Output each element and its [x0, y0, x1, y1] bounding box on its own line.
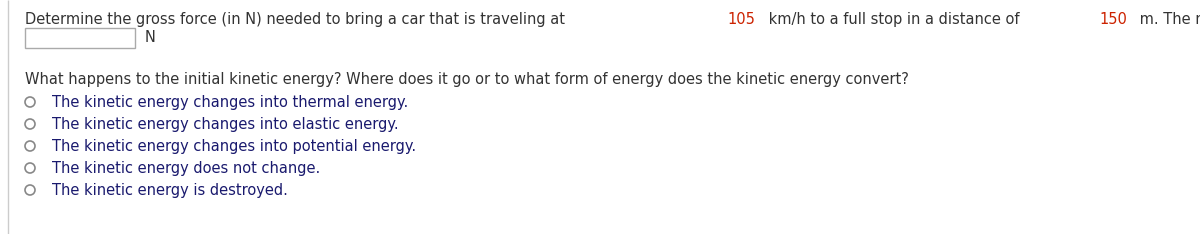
Text: The kinetic energy is destroyed.: The kinetic energy is destroyed.: [52, 183, 288, 198]
Text: The kinetic energy does not change.: The kinetic energy does not change.: [52, 161, 320, 176]
Text: Determine the gross force (in N) needed to bring a car that is traveling at: Determine the gross force (in N) needed …: [25, 12, 570, 27]
Text: km/h to a full stop in a distance of: km/h to a full stop in a distance of: [763, 12, 1024, 27]
Text: N: N: [145, 30, 156, 45]
Text: The kinetic energy changes into potential energy.: The kinetic energy changes into potentia…: [52, 139, 416, 154]
Text: 105: 105: [727, 12, 756, 27]
Text: What happens to the initial kinetic energy? Where does it go or to what form of : What happens to the initial kinetic ener…: [25, 72, 908, 87]
Text: 150: 150: [1099, 12, 1127, 27]
Text: The kinetic energy changes into elastic energy.: The kinetic energy changes into elastic …: [52, 117, 398, 132]
Bar: [25, 28, 134, 48]
Text: m. The mass of the car is: m. The mass of the car is: [1135, 12, 1200, 27]
Text: The kinetic energy changes into thermal energy.: The kinetic energy changes into thermal …: [52, 95, 408, 110]
